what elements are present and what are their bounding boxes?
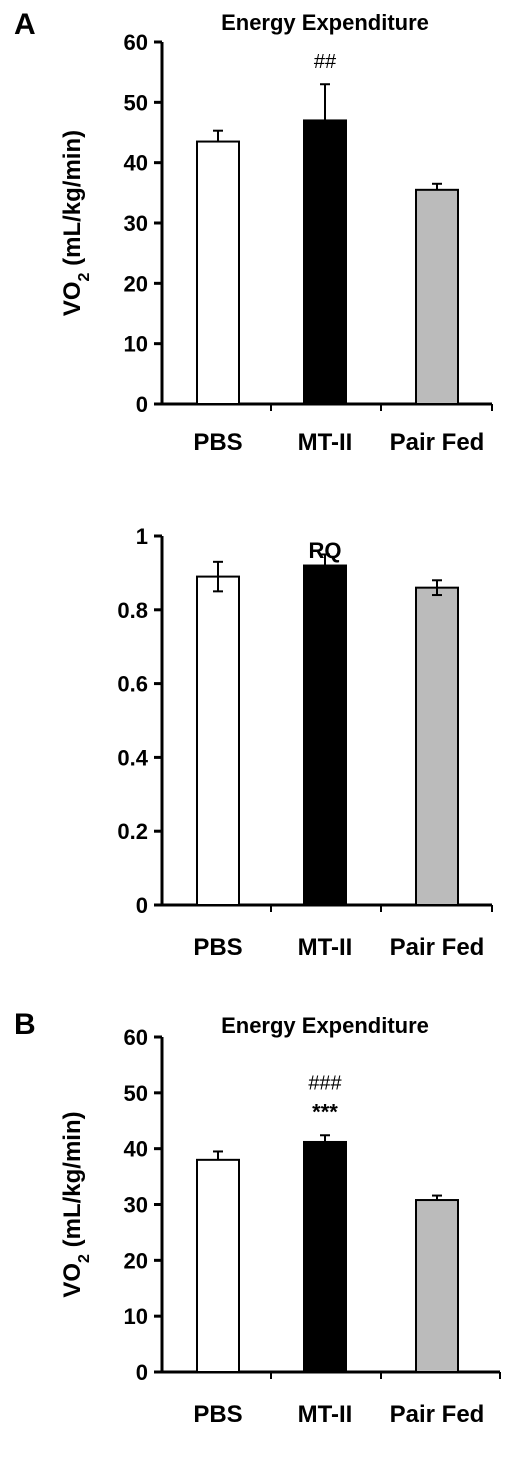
significance-marker: ## [314,51,337,73]
x-tick-label: Pair Fed [390,1401,485,1428]
y-tick-label: 20 [124,1248,148,1273]
y-axis-label-main: VO [59,1263,86,1298]
x-tick-label: Pair Fed [390,934,485,961]
y-axis-label-units: (mL/kg/min) [59,1111,86,1254]
bar-pbs [196,575,240,907]
significance-marker: *** [312,1099,338,1124]
x-tick-label: MT-II [298,429,353,456]
y-tick-label: 0 [136,893,148,918]
bar-pbs [196,140,240,406]
significance-marker: ### [308,1072,342,1094]
y-axis-label-subscript: 2 [76,272,93,281]
y-tick-label: 0.6 [117,672,148,697]
y-axis-label-units: (mL/kg/min) [59,130,86,273]
y-axis-label-subscript: 2 [76,1254,93,1263]
y-tick-label: 50 [124,1081,148,1106]
bar-mt-ii [303,119,347,406]
y-tick-label: 40 [124,1137,148,1162]
y-axis-label-main: VO [59,281,86,316]
panel-letter-A: A [14,8,36,41]
x-tick-label: PBS [193,1401,242,1428]
chart-title: Energy Expenditure [221,1013,429,1038]
y-tick-label: 20 [124,271,148,296]
bar-mt-ii [303,564,347,907]
x-tick-label: MT-II [298,934,353,961]
panel-letter-B: B [14,1008,36,1041]
y-tick-label: 30 [124,1193,148,1218]
y-tick-label: 10 [124,1304,148,1329]
y-tick-label: 0.8 [117,598,148,623]
y-tick-label: 0.4 [117,745,148,770]
y-tick-label: 10 [124,332,148,357]
chart-title: Energy Expenditure [221,10,429,35]
y-tick-label: 0 [136,392,148,417]
x-tick-label: PBS [193,429,242,456]
y-tick-label: 0.2 [117,819,148,844]
bar-pbs [196,1158,240,1374]
y-axis-label: VO2 (mL/kg/min) [59,130,93,316]
x-tick-label: Pair Fed [390,429,485,456]
x-tick-label: MT-II [298,1401,353,1428]
y-tick-label: 0 [136,1360,148,1385]
bar-mt-ii [303,1140,347,1374]
y-tick-label: 40 [124,151,148,176]
bar-pair-fed [415,586,459,906]
x-tick-label: PBS [193,934,242,961]
bar-pair-fed [415,1199,459,1373]
y-tick-label: 1 [136,524,148,549]
y-axis-label: VO2 (mL/kg/min) [59,1111,93,1297]
y-tick-label: 60 [124,1025,148,1050]
bar-pair-fed [415,188,459,405]
y-tick-label: 50 [124,90,148,115]
y-tick-label: 30 [124,211,148,236]
y-tick-label: 60 [124,30,148,55]
